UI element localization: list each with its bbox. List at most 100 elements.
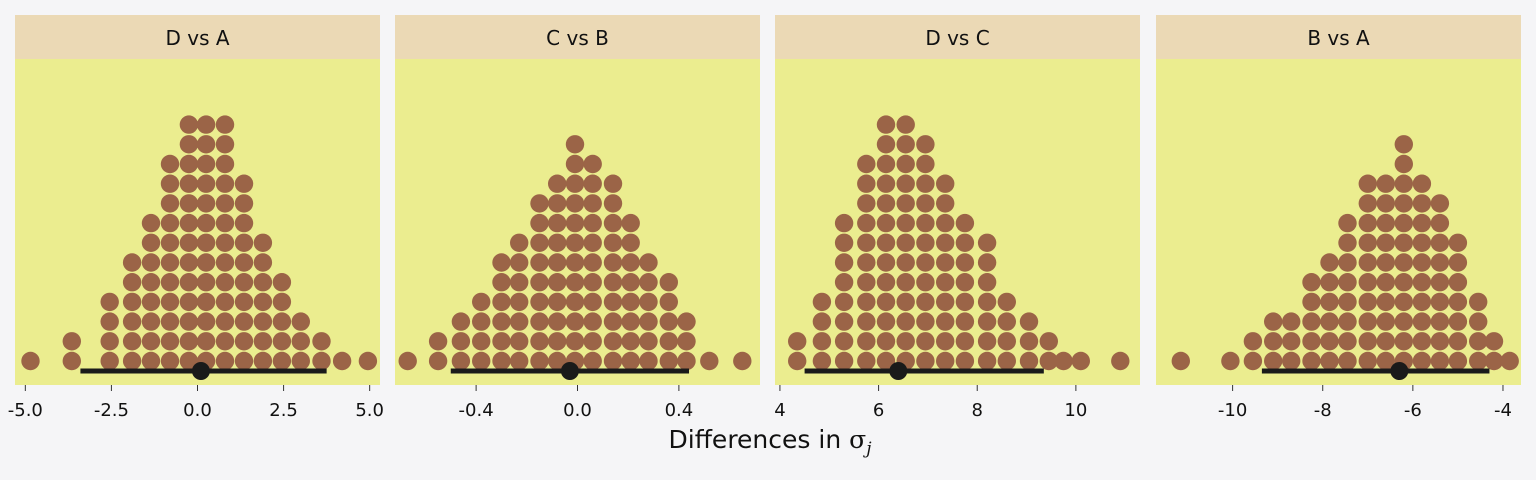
dot <box>179 154 199 174</box>
dot <box>1484 332 1504 351</box>
dot <box>272 292 292 312</box>
dot <box>1430 273 1450 292</box>
dot <box>234 233 254 252</box>
dot <box>583 292 602 312</box>
x-tick-label: 5.0 <box>355 400 384 421</box>
dot-stack-group <box>21 115 378 371</box>
dot <box>788 332 807 351</box>
dot <box>548 174 567 193</box>
dot <box>1448 351 1468 371</box>
x-tick-label: -5.0 <box>8 400 43 421</box>
dot <box>997 312 1016 331</box>
dot-stack-group <box>1171 135 1519 371</box>
dot <box>997 332 1016 351</box>
dot <box>548 312 567 331</box>
facet-strip <box>1156 15 1521 59</box>
dot <box>1376 273 1396 292</box>
dot <box>1338 213 1357 233</box>
dot <box>955 312 975 331</box>
dot <box>565 292 585 312</box>
dot <box>876 273 896 292</box>
dot <box>1320 312 1339 331</box>
dot <box>876 174 896 193</box>
dot <box>997 351 1016 371</box>
dot <box>1430 253 1450 272</box>
dot <box>876 351 896 371</box>
dot <box>253 332 273 351</box>
dot <box>1394 233 1414 252</box>
dot <box>141 213 161 233</box>
dot <box>179 213 199 233</box>
dot <box>896 233 915 252</box>
dot <box>1412 273 1432 292</box>
dot <box>916 253 935 272</box>
dot <box>234 351 254 371</box>
facet-panel: D vs A -5.0 -2.5 0.0 2.5 5.0 <box>8 15 384 421</box>
dot <box>1394 194 1414 213</box>
dot <box>565 154 585 174</box>
dot <box>565 253 585 272</box>
dot <box>1376 351 1396 371</box>
dot <box>179 351 199 371</box>
dot <box>916 292 935 312</box>
dot <box>1448 273 1468 292</box>
dot <box>1282 351 1301 371</box>
dot <box>179 115 199 134</box>
dot <box>812 292 832 312</box>
dot <box>834 233 854 252</box>
dot <box>215 273 235 292</box>
dot <box>565 273 585 292</box>
dot <box>215 253 235 272</box>
dot <box>1338 273 1357 292</box>
dot <box>916 273 935 292</box>
dot <box>122 351 142 371</box>
dot <box>621 332 640 351</box>
dot <box>677 332 696 351</box>
dot <box>977 273 997 292</box>
dot <box>272 312 292 331</box>
dot <box>62 351 81 371</box>
dot <box>677 351 696 371</box>
dot <box>1430 292 1450 312</box>
dot <box>1358 351 1378 371</box>
dot <box>977 351 997 371</box>
dot <box>857 154 876 174</box>
dot <box>215 332 235 351</box>
dot <box>621 233 640 252</box>
x-tick-label: 6 <box>873 400 884 421</box>
dot <box>492 332 511 351</box>
dot <box>548 233 567 252</box>
facet-title: C vs B <box>546 26 609 50</box>
dot <box>196 115 216 134</box>
dot <box>876 135 896 154</box>
dot <box>834 332 854 351</box>
dot <box>916 213 935 233</box>
dot <box>1394 253 1414 272</box>
dot <box>1412 194 1432 213</box>
dot <box>1430 194 1450 213</box>
dot <box>530 332 549 351</box>
dot <box>812 351 832 371</box>
x-tick-label: -0.4 <box>459 400 494 421</box>
dot <box>196 312 216 331</box>
dot <box>603 292 623 312</box>
x-tick-label: 4 <box>774 400 785 421</box>
dot <box>857 273 876 292</box>
dot <box>936 292 955 312</box>
dot <box>451 312 471 331</box>
dot <box>621 351 640 371</box>
dot <box>916 312 935 331</box>
dot <box>1469 292 1488 312</box>
dot <box>253 253 273 272</box>
x-tick-label: 10 <box>1064 400 1087 421</box>
dot <box>1412 332 1432 351</box>
dot <box>510 253 529 272</box>
dot <box>141 332 161 351</box>
dot <box>492 312 511 331</box>
dot <box>659 351 678 371</box>
dot <box>583 213 602 233</box>
dot <box>141 233 161 252</box>
x-axis-label-prefix: Differences in <box>669 425 850 454</box>
facet-strip <box>15 15 380 59</box>
